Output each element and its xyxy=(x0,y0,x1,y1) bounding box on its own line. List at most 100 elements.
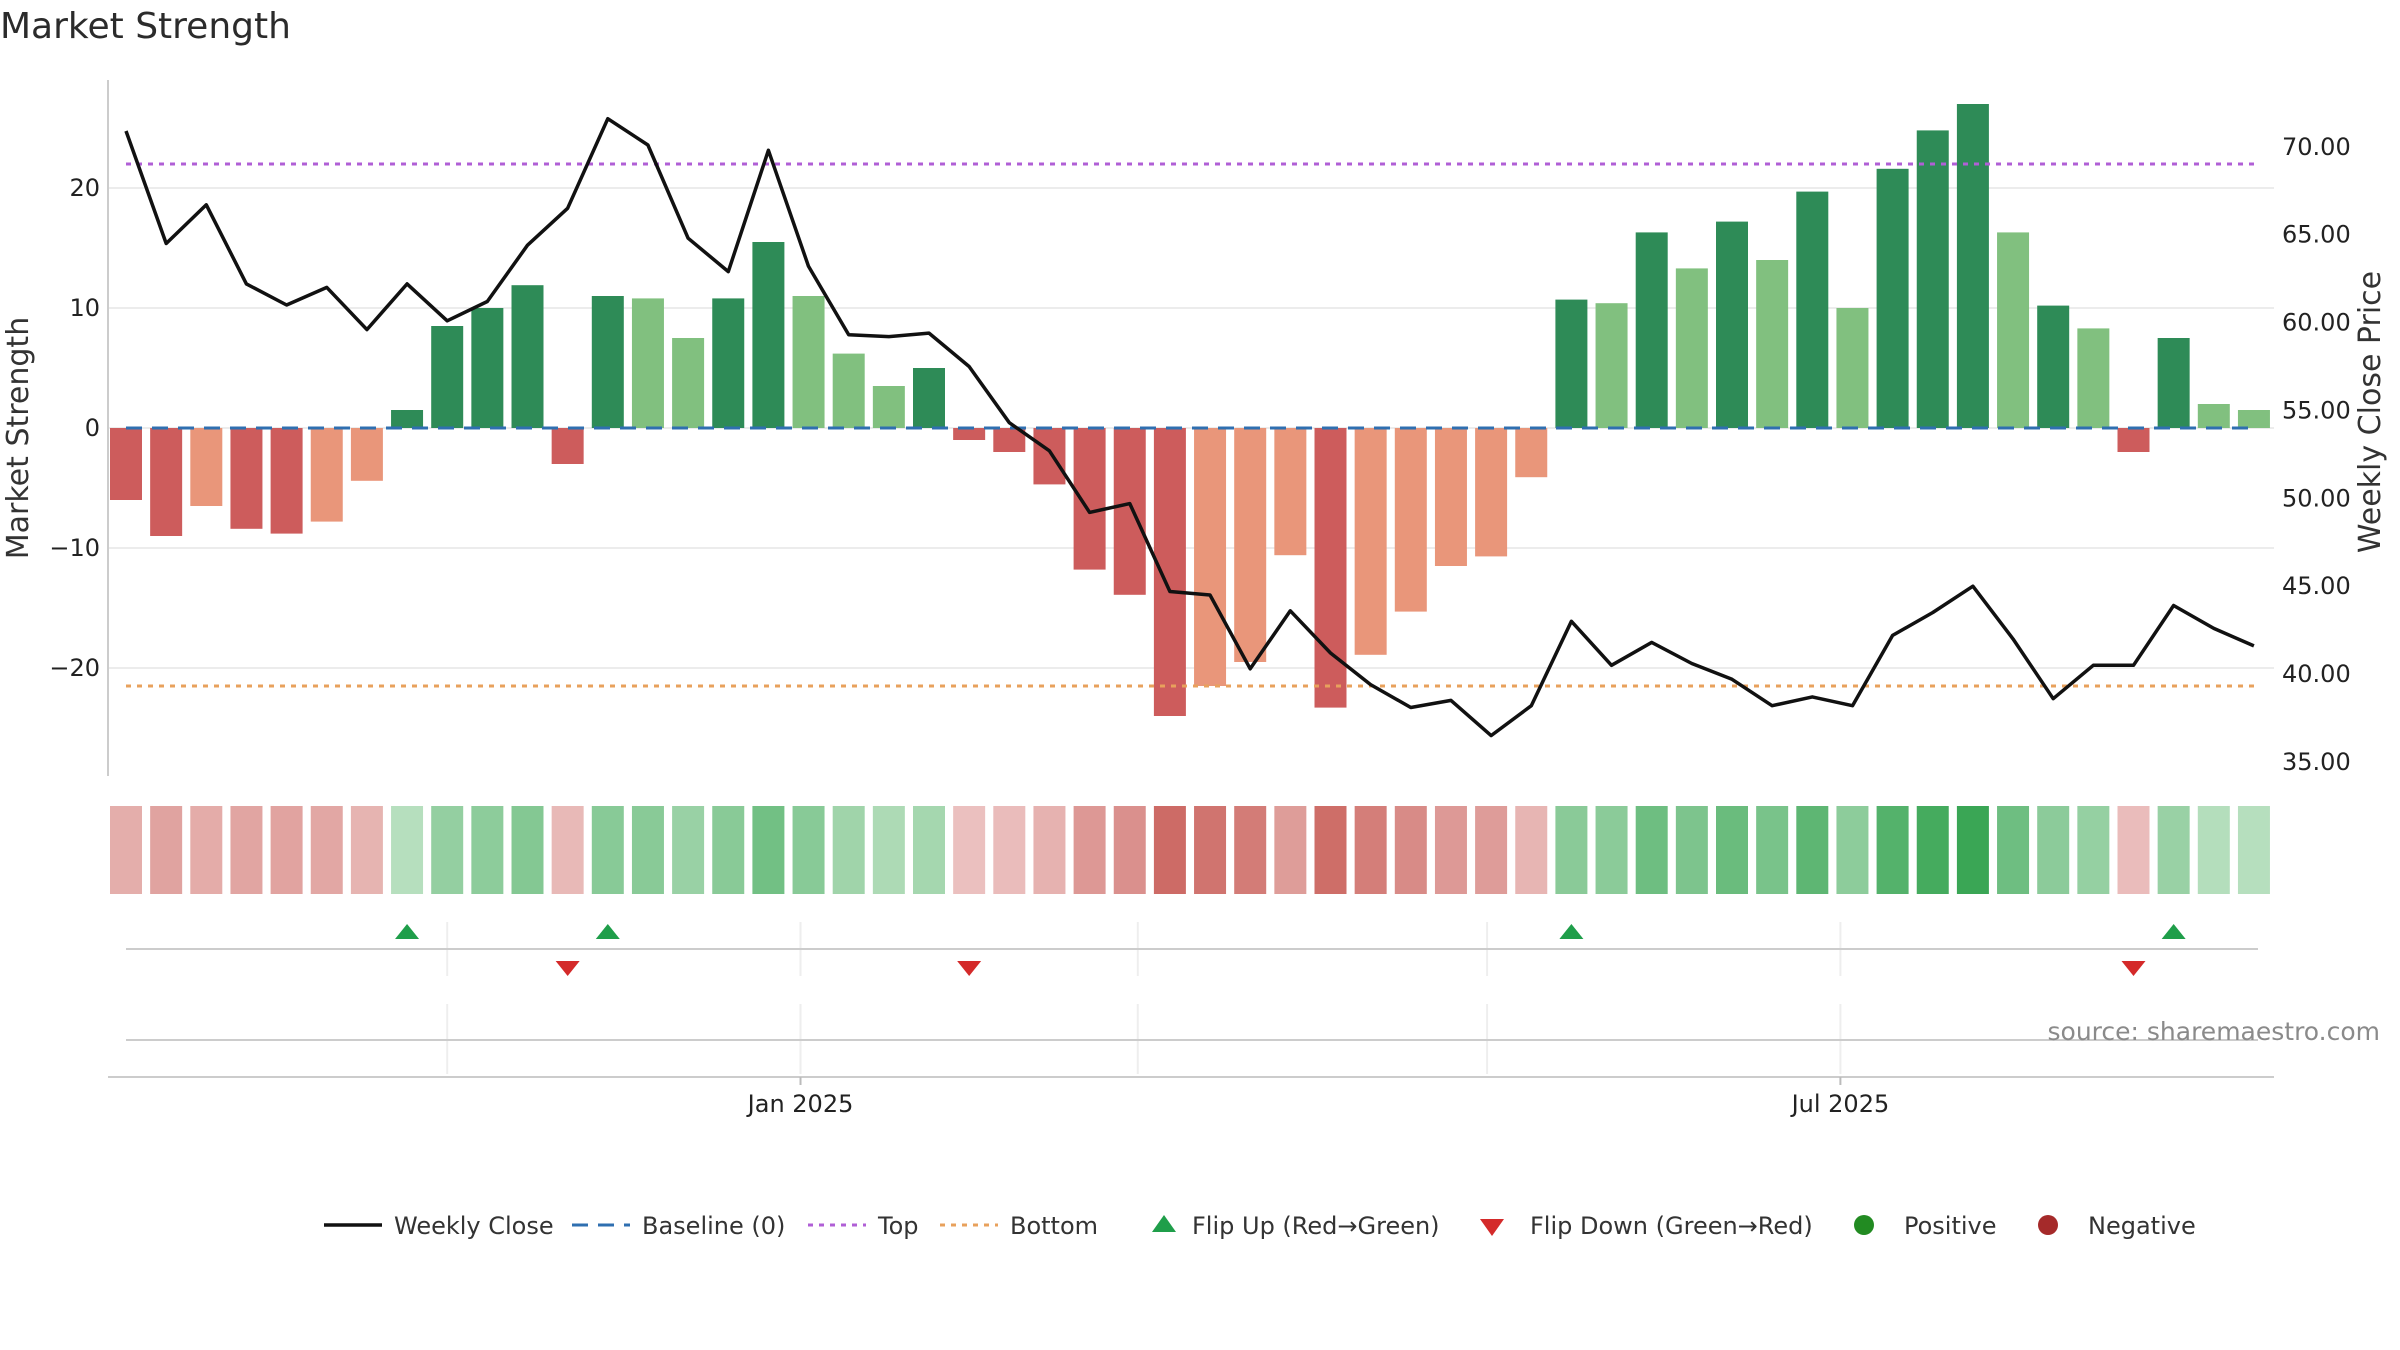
legend-positive-swatch xyxy=(1854,1215,1874,1235)
strength-heat-strip xyxy=(110,806,2270,894)
strength-bar xyxy=(712,298,745,428)
right-tick-label: 45.00 xyxy=(2282,572,2351,600)
strength-bar xyxy=(1194,428,1227,686)
chart-title: Market Strength xyxy=(0,6,291,47)
right-tick-label: 60.00 xyxy=(2282,309,2351,337)
heat-cell xyxy=(1314,806,1347,894)
heat-cell xyxy=(1675,806,1708,894)
strength-bar xyxy=(2037,305,2070,428)
strength-bar xyxy=(1153,428,1186,716)
heat-cell xyxy=(350,806,383,894)
heat-cell xyxy=(511,806,544,894)
weekly-close-line xyxy=(124,116,2255,738)
reference-lines xyxy=(126,162,2258,688)
strength-bar xyxy=(1234,428,1267,662)
heat-cell xyxy=(110,806,142,894)
strength-bar xyxy=(1956,104,1989,428)
right-tick-label: 40.00 xyxy=(2282,660,2351,688)
flip-down-marker xyxy=(2121,961,2146,976)
strength-bar xyxy=(1675,268,1708,428)
legend-label: Positive xyxy=(1904,1212,1997,1240)
legend-negative-swatch xyxy=(2038,1215,2058,1235)
strength-bar xyxy=(1274,428,1307,556)
flip-down-marker xyxy=(555,961,580,976)
heat-cell xyxy=(1997,806,2030,894)
heat-cell xyxy=(1033,806,1066,894)
strength-bar xyxy=(832,353,865,428)
strength-bar xyxy=(752,242,785,428)
flip-up-marker xyxy=(395,924,420,939)
heat-cell xyxy=(993,806,1026,894)
heat-cell xyxy=(1515,806,1548,894)
left-tick-label: −10 xyxy=(49,534,100,562)
left-tick-label: −20 xyxy=(49,654,100,682)
heat-cell xyxy=(672,806,705,894)
x-axis: Jan 2025 Jul 2025 xyxy=(108,1076,2274,1118)
legend-label: Flip Down (Green→Red) xyxy=(1530,1212,1813,1240)
strength-bar xyxy=(1876,168,1909,429)
flip-down-marker xyxy=(957,961,982,976)
right-axis-label: Weekly Close Price xyxy=(2353,271,2388,553)
strength-bar xyxy=(1635,232,1668,428)
strength-bar xyxy=(1595,303,1628,428)
strength-bar xyxy=(1033,428,1066,485)
heat-cell xyxy=(471,806,504,894)
heat-cell xyxy=(1756,806,1789,894)
heat-cell xyxy=(2157,806,2190,894)
heat-cell xyxy=(1475,806,1508,894)
strength-bar xyxy=(2117,428,2150,452)
heat-cell xyxy=(190,806,223,894)
heat-cell xyxy=(1916,806,1949,894)
heat-cell xyxy=(1113,806,1146,894)
heat-cell xyxy=(1836,806,1869,894)
heat-cell xyxy=(2197,806,2230,894)
flip-up-marker xyxy=(2161,924,2186,939)
heat-cell xyxy=(1234,806,1267,894)
strength-bar xyxy=(1475,428,1508,557)
right-tick-label: 35.00 xyxy=(2282,748,2351,776)
strength-bar xyxy=(1796,191,1829,428)
heat-cell xyxy=(1434,806,1467,894)
strength-bars xyxy=(110,104,2270,716)
strength-bar xyxy=(1073,428,1106,570)
right-tick-label: 50.00 xyxy=(2282,484,2351,512)
heat-cell xyxy=(832,806,865,894)
strength-bar xyxy=(631,298,664,428)
heat-cell xyxy=(1595,806,1628,894)
strength-bar xyxy=(350,428,383,481)
strength-bar xyxy=(110,428,142,500)
heat-cell xyxy=(1796,806,1829,894)
source-label: source: sharemaestro.com xyxy=(2048,1017,2381,1046)
strength-bar xyxy=(1314,428,1347,708)
right-tick-label: 70.00 xyxy=(2282,133,2351,161)
heat-cell xyxy=(431,806,464,894)
strength-bar xyxy=(150,428,183,536)
heat-cell xyxy=(953,806,986,894)
heat-cell xyxy=(1956,806,1989,894)
heat-cell xyxy=(1394,806,1427,894)
left-axis-label: Market Strength xyxy=(1,317,36,559)
heat-cell xyxy=(2037,806,2070,894)
strength-bar xyxy=(953,428,986,440)
heat-cell xyxy=(310,806,343,894)
heat-cell xyxy=(872,806,905,894)
heat-cell xyxy=(2117,806,2150,894)
legend-label: Bottom xyxy=(1010,1212,1098,1240)
heat-cell xyxy=(270,806,303,894)
heat-cell xyxy=(752,806,785,894)
heat-cell xyxy=(391,806,424,894)
left-tick-label: 0 xyxy=(85,414,100,442)
axes: 20 10 0 −10 −20 70.00 65.00 60.00 55.00 50.00 45.0… xyxy=(1,80,2388,776)
heat-cell xyxy=(1354,806,1387,894)
strength-bar xyxy=(270,428,303,534)
left-tick-label: 20 xyxy=(69,174,100,202)
heat-cell xyxy=(230,806,263,894)
strength-bar xyxy=(2157,338,2190,428)
heat-cell xyxy=(2077,806,2110,894)
left-tick-label: 10 xyxy=(69,294,100,322)
heat-cell xyxy=(150,806,183,894)
heat-cell xyxy=(792,806,825,894)
heat-cell xyxy=(1635,806,1668,894)
legend-flip-down-swatch xyxy=(1480,1219,1504,1236)
legend-label: Baseline (0) xyxy=(642,1212,785,1240)
